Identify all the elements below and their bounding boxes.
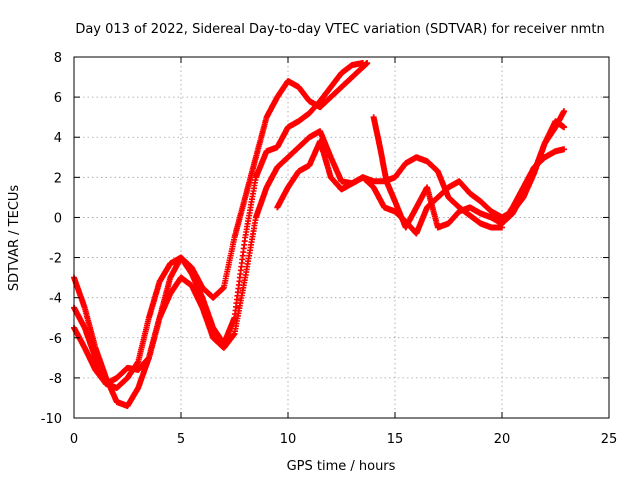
x-tick-label: 25 <box>601 432 618 447</box>
y-tick-label: -4 <box>49 292 62 307</box>
x-tick-labels: 0 5 10 15 20 25 <box>70 432 617 447</box>
y-tick-labels: -10 -8 -6 -4 -2 0 2 4 6 8 <box>41 51 62 427</box>
y-axis-label: SDTVAR / TECUs <box>7 185 22 292</box>
y-tick-label: 8 <box>54 51 62 66</box>
series-5 <box>488 118 568 221</box>
x-tick-label: 10 <box>280 432 297 447</box>
y-tick-label: 4 <box>54 131 62 146</box>
plot-frame <box>73 56 610 419</box>
y-tick-label: 2 <box>54 171 62 186</box>
x-tick-label: 0 <box>70 432 78 447</box>
axis-ticks <box>73 56 610 419</box>
series-3 <box>274 138 568 237</box>
y-tick-label: -2 <box>49 252 62 267</box>
data-points <box>71 60 568 409</box>
y-tick-label: 0 <box>54 211 62 226</box>
y-tick-label: -6 <box>49 332 62 347</box>
plus-markers <box>71 60 371 409</box>
x-tick-label: 20 <box>494 432 511 447</box>
series-0 <box>71 60 371 409</box>
grid <box>74 57 609 418</box>
x-tick-label: 15 <box>387 432 404 447</box>
plus-markers <box>488 118 568 221</box>
plus-markers <box>274 138 568 237</box>
x-tick-label: 5 <box>177 432 185 447</box>
y-tick-label: 6 <box>54 91 62 106</box>
chart-title: Day 013 of 2022, Sidereal Day-to-day VTE… <box>75 22 604 37</box>
y-tick-label: -10 <box>41 412 62 427</box>
x-axis-label: GPS time / hours <box>287 459 396 474</box>
y-tick-label: -8 <box>49 372 62 387</box>
